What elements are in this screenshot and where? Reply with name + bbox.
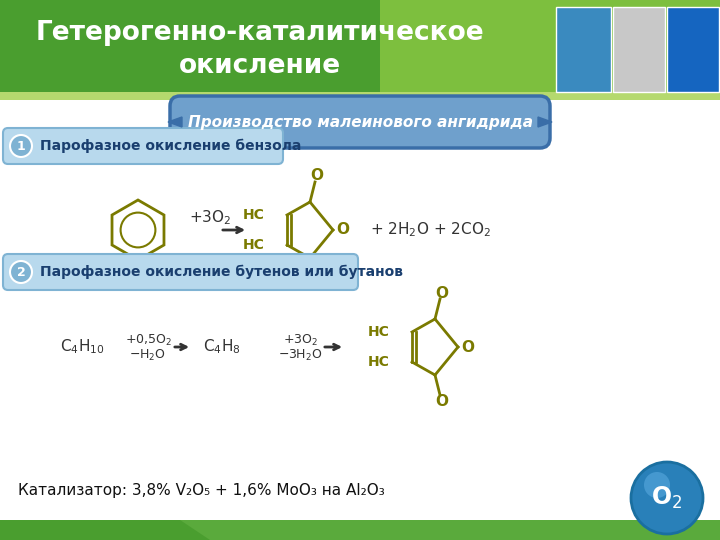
Text: $-$H$_2$O: $-$H$_2$O — [130, 347, 166, 362]
Circle shape — [10, 261, 32, 283]
Text: O: O — [310, 168, 323, 184]
Text: C$_4$H$_{10}$: C$_4$H$_{10}$ — [60, 338, 104, 356]
Circle shape — [644, 472, 670, 498]
Bar — [556, 7, 611, 92]
Text: Производство малеинового ангидрида: Производство малеинового ангидрида — [187, 114, 533, 130]
Text: O: O — [436, 286, 449, 300]
Text: O: O — [336, 222, 349, 238]
Text: окисление: окисление — [179, 53, 341, 79]
Text: Парофазное окисление бутенов или бутанов: Парофазное окисление бутенов или бутанов — [40, 265, 403, 279]
Bar — [0, 0, 720, 100]
Polygon shape — [168, 117, 182, 127]
Text: Парофазное окисление бензола: Парофазное окисление бензола — [40, 139, 302, 153]
Bar — [0, 520, 720, 540]
Text: +0,5O$_2$: +0,5O$_2$ — [125, 333, 171, 348]
Circle shape — [10, 135, 32, 157]
Text: +3O$_2$: +3O$_2$ — [189, 208, 231, 227]
FancyBboxPatch shape — [170, 96, 550, 148]
Bar — [0, 92, 720, 100]
Bar — [613, 7, 665, 92]
Text: 2: 2 — [17, 266, 25, 279]
Text: O$_2$: O$_2$ — [652, 485, 683, 511]
Text: 1: 1 — [17, 139, 25, 152]
FancyBboxPatch shape — [3, 128, 283, 164]
Text: O: O — [462, 340, 474, 354]
Text: +3O$_2$: +3O$_2$ — [282, 333, 318, 348]
Text: + 2H$_2$O + 2CO$_2$: + 2H$_2$O + 2CO$_2$ — [370, 221, 491, 239]
Text: $-$3H$_2$O: $-$3H$_2$O — [278, 347, 323, 362]
Text: O: O — [436, 394, 449, 408]
Bar — [667, 7, 719, 92]
Text: Гетерогенно-каталитическое: Гетерогенно-каталитическое — [36, 20, 485, 46]
Text: HC: HC — [368, 325, 390, 339]
Polygon shape — [380, 0, 720, 100]
Text: HC: HC — [368, 355, 390, 369]
Circle shape — [631, 462, 703, 534]
Text: HC: HC — [243, 238, 265, 252]
FancyBboxPatch shape — [3, 254, 358, 290]
Text: O: O — [310, 276, 323, 292]
Text: Катализатор: 3,8% V₂O₅ + 1,6% MoO₃ на Al₂O₃: Катализатор: 3,8% V₂O₅ + 1,6% MoO₃ на Al… — [18, 483, 384, 497]
Polygon shape — [0, 520, 210, 540]
Text: C$_4$H$_8$: C$_4$H$_8$ — [203, 338, 240, 356]
Text: HC: HC — [243, 208, 265, 222]
Polygon shape — [538, 117, 552, 127]
